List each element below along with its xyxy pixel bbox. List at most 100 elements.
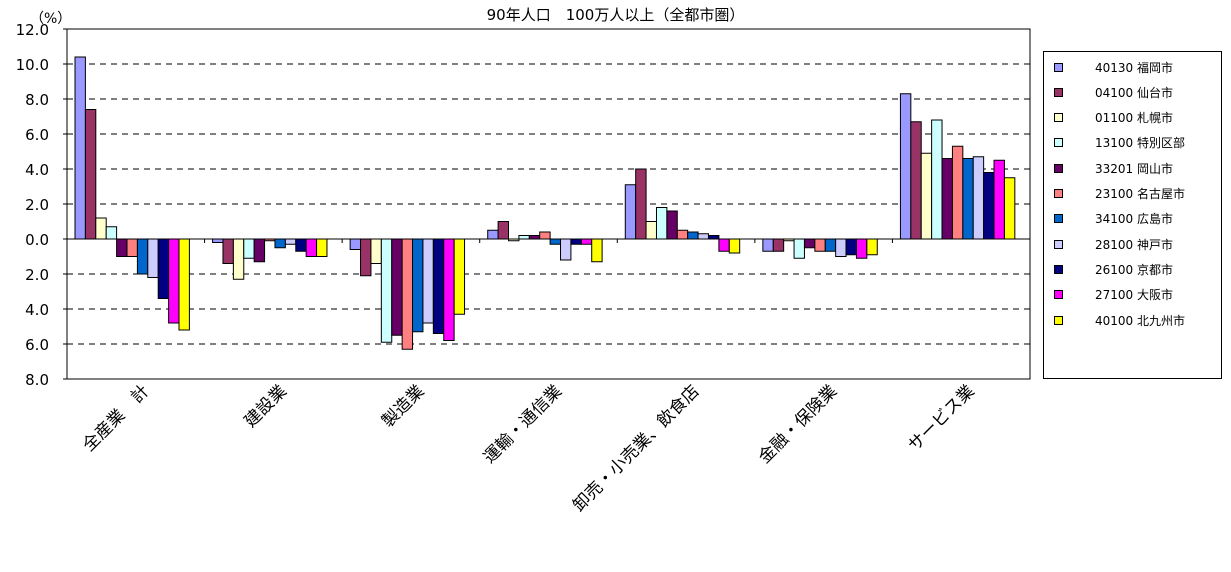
bar — [422, 238, 434, 324]
legend-label: 28100 神戸市 — [1095, 237, 1173, 252]
bar — [316, 238, 328, 257]
bar — [518, 235, 530, 240]
legend-swatch — [1054, 62, 1063, 72]
x-category-label: 全産業 計 — [79, 381, 153, 455]
legend-item: 34100 広島市 — [1044, 212, 1221, 226]
legend-swatch — [1054, 163, 1063, 173]
legend-label: 04100 仙台市 — [1095, 85, 1173, 100]
bar — [370, 238, 382, 264]
x-category-label: 建設業 — [241, 381, 291, 431]
bar — [835, 238, 847, 257]
x-category-label: 卸売・小売業、飲食店 — [569, 381, 703, 515]
bar — [528, 235, 541, 240]
x-category-label: サービス業 — [905, 381, 979, 455]
bar — [391, 238, 403, 336]
bar — [116, 238, 128, 257]
bar — [497, 221, 510, 240]
legend-item: 13100 特別区部 — [1044, 136, 1221, 150]
bar — [136, 238, 149, 275]
chart-legend: 40130 福岡市 04100 仙台市 01100 札幌市 13100 特別区部 332… — [1043, 51, 1222, 379]
bar — [147, 238, 159, 278]
legend-label: 40130 福岡市 — [1095, 60, 1173, 75]
bar — [570, 238, 582, 245]
legend-swatch — [1054, 189, 1063, 198]
legend-label: 27100 大阪市 — [1095, 288, 1173, 303]
legend-swatch — [1054, 214, 1063, 224]
legend-swatch — [1054, 113, 1063, 123]
plot-area — [66, 28, 1031, 380]
bar — [580, 238, 593, 245]
legend-label: 33201 岡山市 — [1095, 161, 1173, 176]
bar — [126, 238, 138, 257]
legend-item: 01100 札幌市 — [1044, 111, 1221, 125]
bar — [539, 231, 551, 240]
bar — [728, 238, 741, 254]
y-tick-label: 4.0 — [25, 161, 49, 179]
legend-swatch — [1054, 239, 1063, 249]
bar — [951, 145, 964, 240]
legend-label: 34100 広島市 — [1095, 212, 1173, 227]
bar — [687, 231, 699, 240]
chart-title: 90年人口 100万人以上（全都市圏） — [486, 6, 745, 24]
bar — [284, 238, 297, 245]
bar — [920, 152, 933, 240]
legend-item: 04100 仙台市 — [1044, 85, 1221, 100]
bar — [772, 238, 785, 252]
legend-swatch — [1054, 290, 1063, 300]
bar — [962, 158, 974, 240]
bar — [232, 238, 245, 280]
bar — [793, 238, 805, 259]
bar — [718, 238, 730, 252]
bar — [591, 238, 603, 263]
bar — [74, 56, 86, 240]
bar — [697, 233, 709, 240]
legend-label: 40100 北九州市 — [1095, 313, 1185, 328]
bar — [910, 121, 922, 240]
bar — [432, 238, 445, 334]
legend-label: 26100 京都市 — [1095, 262, 1173, 277]
y-tick-label: 8.0 — [25, 371, 49, 389]
bar — [212, 238, 224, 243]
y-tick-label: 6.0 — [25, 336, 49, 354]
bar — [866, 238, 878, 256]
bar — [899, 93, 912, 240]
x-category-label: 運輸・通信業 — [480, 381, 566, 467]
bar — [972, 156, 985, 240]
legend-item: 26100 京都市 — [1044, 262, 1221, 277]
x-category-label: 製造業 — [378, 381, 428, 431]
bar — [655, 207, 668, 240]
bar — [762, 238, 774, 252]
legend-label: 01100 札幌市 — [1095, 111, 1173, 126]
legend-label: 23100 名古屋市 — [1095, 187, 1185, 201]
bar — [95, 217, 107, 240]
bar — [178, 238, 190, 331]
bar — [993, 159, 1005, 240]
bar — [253, 238, 266, 263]
bar — [855, 238, 868, 259]
bar — [549, 238, 562, 245]
bar — [676, 229, 689, 240]
legend-item: 27100 大阪市 — [1044, 288, 1221, 302]
bar — [360, 238, 372, 277]
bar — [1003, 177, 1016, 240]
bar — [243, 238, 255, 259]
bar — [295, 238, 307, 252]
y-tick-label: 8.0 — [25, 91, 49, 109]
bar — [105, 226, 118, 240]
bar — [983, 172, 995, 240]
legend-swatch — [1054, 264, 1063, 274]
bar — [84, 109, 97, 240]
y-tick-label: 10.0 — [16, 56, 49, 74]
bar — [157, 238, 170, 299]
bar — [814, 238, 826, 252]
bar — [222, 238, 234, 264]
y-tick-label: 0.0 — [25, 231, 49, 249]
y-tick-label: 2.0 — [25, 266, 49, 284]
bar — [305, 238, 318, 257]
bar — [453, 238, 466, 315]
bar — [645, 221, 657, 240]
bar — [941, 158, 953, 240]
bar — [401, 238, 414, 350]
legend-item: 40100 北九州市 — [1044, 313, 1221, 328]
